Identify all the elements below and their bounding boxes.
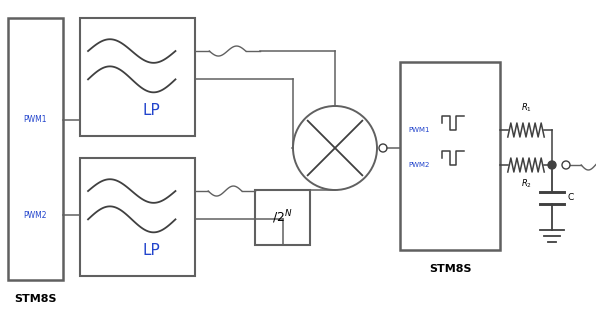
Circle shape [548, 161, 556, 169]
Bar [8, 18, 63, 280]
Bar [400, 62, 500, 250]
Text: STM8S: STM8S [14, 294, 57, 304]
Text: PWM1: PWM1 [24, 116, 47, 124]
Text: PWM1: PWM1 [408, 127, 430, 133]
Text: PWM2: PWM2 [408, 162, 429, 168]
Text: LP: LP [142, 103, 160, 117]
Text: $R_1$: $R_1$ [520, 101, 532, 114]
Bar [255, 190, 310, 245]
Text: LP: LP [142, 242, 160, 257]
Text: $R_2$: $R_2$ [520, 177, 532, 190]
Bar [80, 18, 195, 136]
Text: PWM2: PWM2 [24, 210, 47, 219]
Text: $/2^N$: $/2^N$ [272, 209, 293, 226]
Text: C: C [568, 193, 575, 202]
Bar [80, 158, 195, 276]
Text: STM8S: STM8S [429, 264, 471, 274]
